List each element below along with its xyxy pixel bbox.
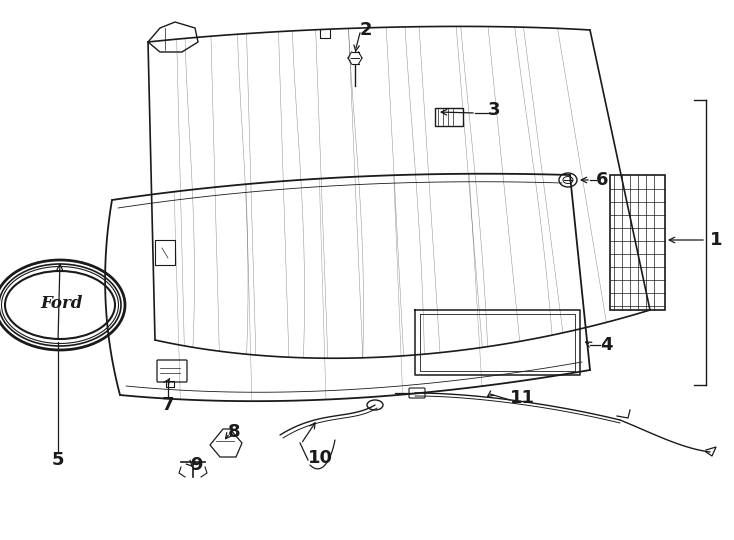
Text: 3: 3: [488, 101, 501, 119]
Text: 6: 6: [596, 171, 608, 189]
Text: Ford: Ford: [41, 294, 83, 312]
Text: 7: 7: [161, 396, 174, 414]
Text: 1: 1: [710, 231, 722, 249]
Bar: [610, 175, 665, 310]
Text: 11: 11: [510, 389, 535, 407]
Text: 9: 9: [190, 456, 203, 474]
Text: 5: 5: [52, 451, 65, 469]
Text: 8: 8: [228, 423, 241, 441]
Bar: [435, 108, 463, 126]
Text: 2: 2: [360, 21, 372, 39]
Text: 10: 10: [308, 449, 333, 467]
Text: 4: 4: [600, 336, 612, 354]
